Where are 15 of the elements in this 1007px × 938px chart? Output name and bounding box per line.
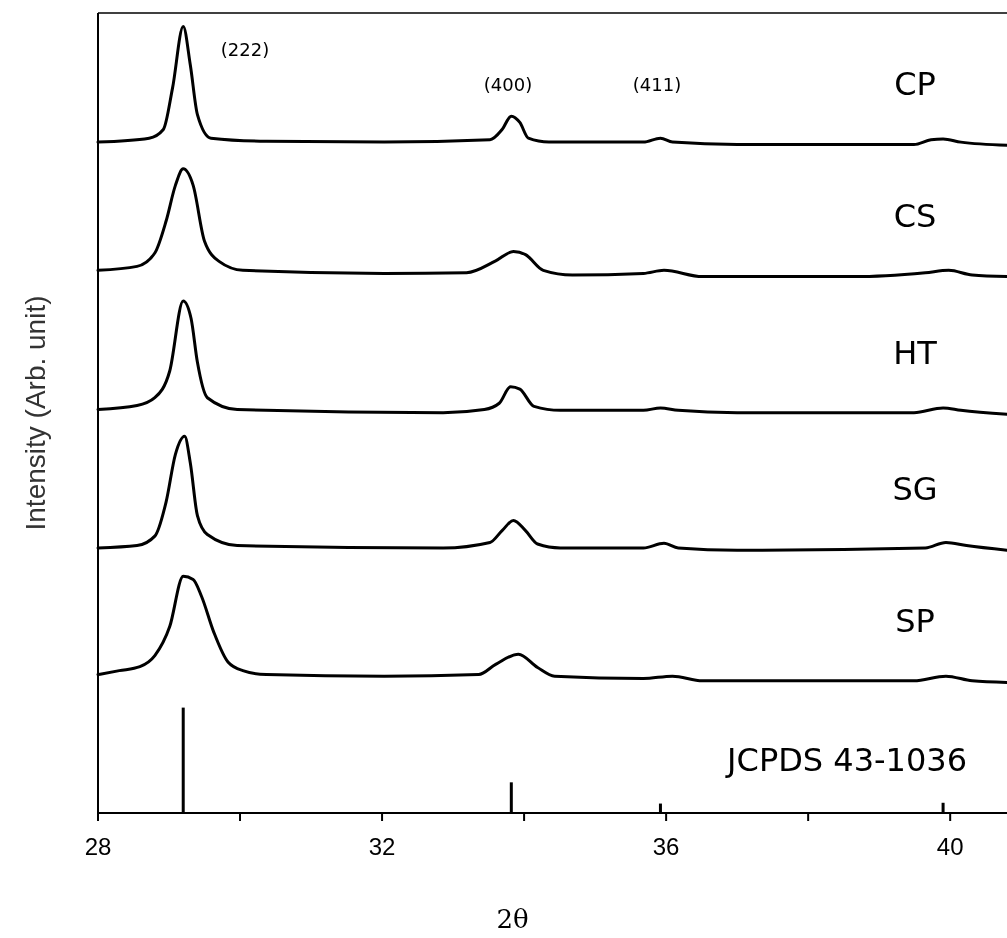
x-tick-label: 28 [84, 833, 112, 860]
x-tick-label: 36 [652, 833, 680, 860]
annotation: (411) [632, 74, 682, 95]
x-tick-label: 40 [936, 833, 964, 860]
y-axis-title: Intensity (Arb. unit) [20, 295, 51, 531]
x-tick-label: 32 [368, 833, 396, 860]
series-label: SG [892, 470, 938, 509]
series-label: CP [894, 65, 936, 104]
x-axis-title: 2θ [496, 904, 529, 934]
series-label: HT [893, 334, 938, 373]
series-label: CS [893, 196, 937, 235]
series-label: JCPDS 43-1036 [725, 741, 967, 779]
annotation: (222) [220, 39, 270, 60]
series-label: SP [895, 602, 935, 641]
annotation: (400) [483, 74, 533, 95]
